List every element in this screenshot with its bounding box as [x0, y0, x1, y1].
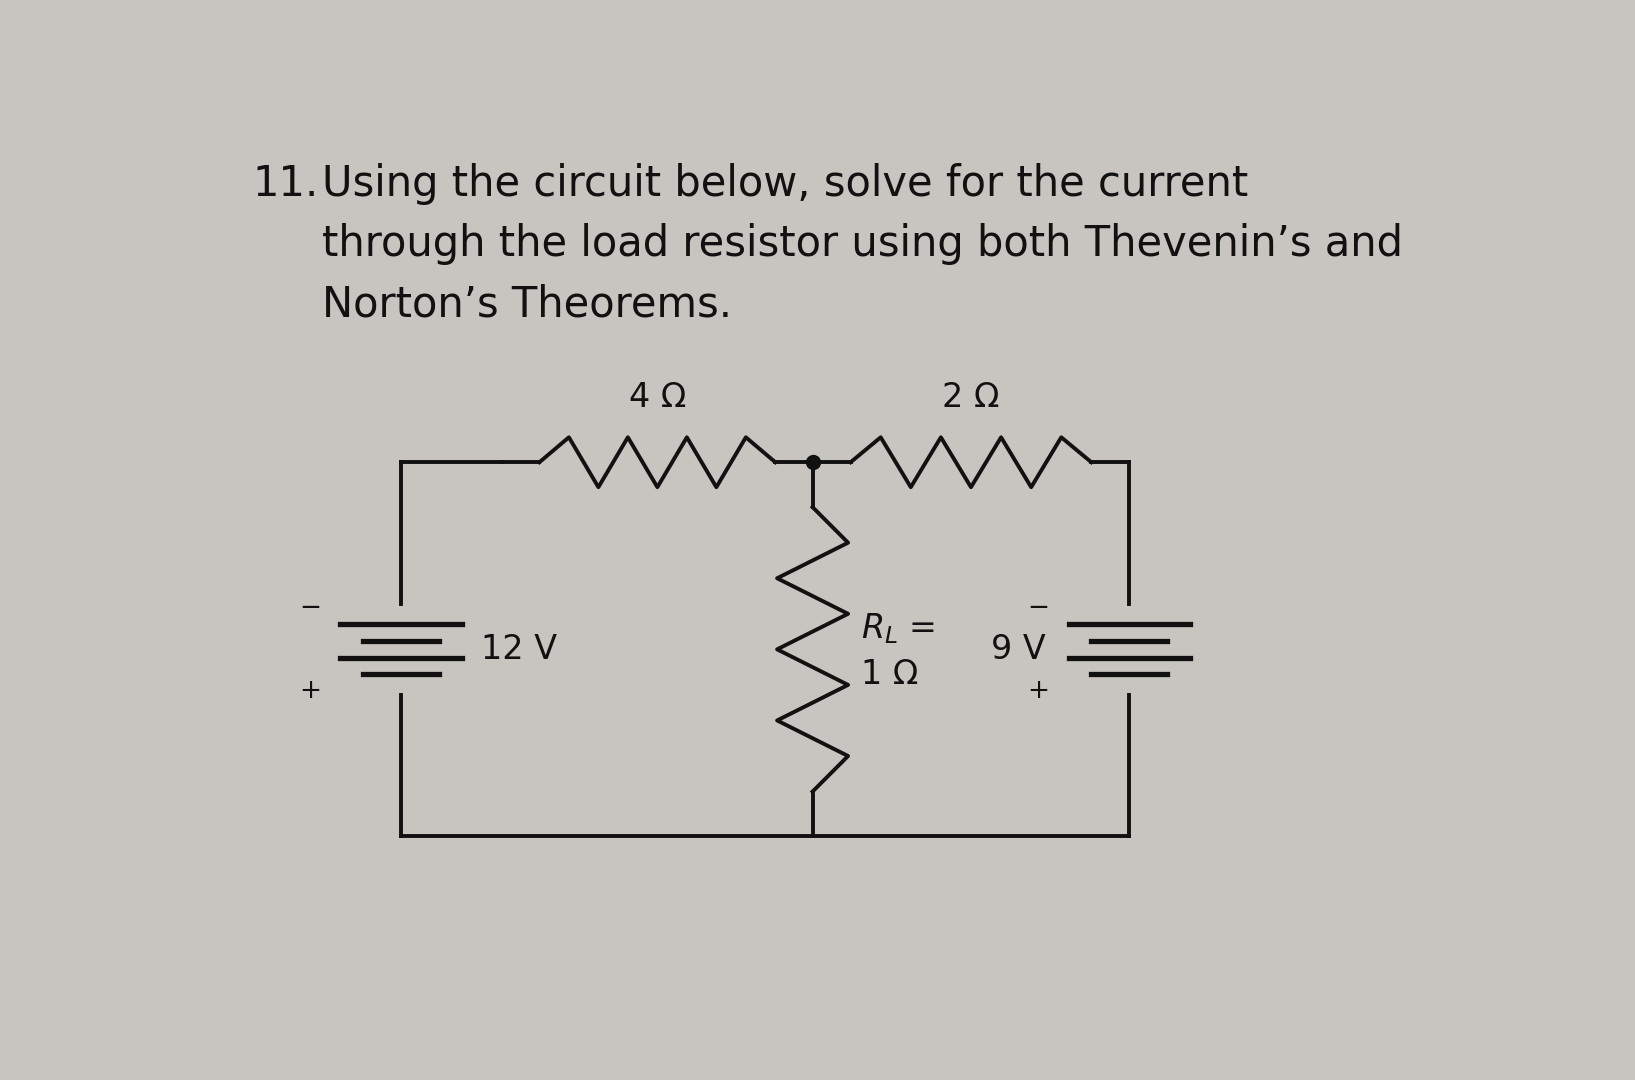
Text: Using the circuit below, solve for the current
through the load resistor using b: Using the circuit below, solve for the c…: [322, 163, 1403, 325]
Text: 11.: 11.: [252, 163, 319, 205]
Text: −: −: [299, 595, 320, 621]
Text: 1 Ω: 1 Ω: [860, 658, 919, 691]
Text: 12 V: 12 V: [481, 633, 558, 666]
Text: $R_L$ =: $R_L$ =: [860, 611, 935, 646]
Text: 9 V: 9 V: [991, 633, 1046, 666]
Text: +: +: [299, 678, 320, 704]
Text: 2 Ω: 2 Ω: [942, 381, 999, 414]
Text: 4 Ω: 4 Ω: [629, 381, 687, 414]
Text: +: +: [1027, 678, 1050, 704]
Text: −: −: [1027, 595, 1050, 621]
